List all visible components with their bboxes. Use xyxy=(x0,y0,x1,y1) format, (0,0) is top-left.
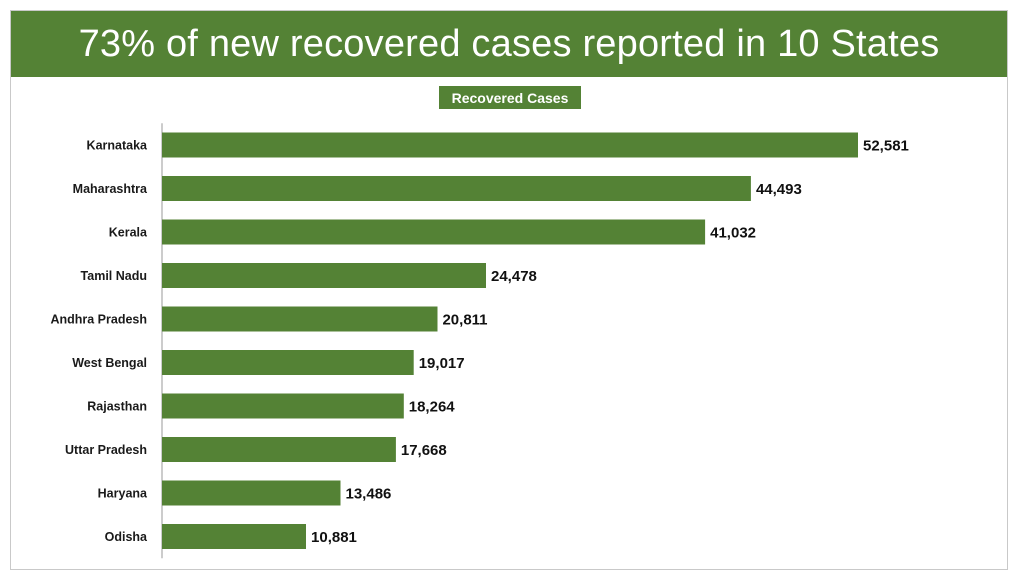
bar-row: Uttar Pradesh 17,668 xyxy=(65,437,447,462)
bar-row: Rajasthan 18,264 xyxy=(87,393,456,419)
value-label: 24,478 xyxy=(491,268,537,285)
bar xyxy=(162,132,858,158)
bar-row: Odisha 10,881 xyxy=(105,524,357,549)
category-label: Uttar Pradesh xyxy=(65,443,147,457)
legend-label: Recovered Cases xyxy=(451,89,569,106)
bar-row: Maharashtra 44,493 xyxy=(73,176,802,201)
value-label: 20,811 xyxy=(442,312,487,329)
value-label: 41,032 xyxy=(710,225,756,242)
bar-row: Tamil Nadu 24,478 xyxy=(81,263,537,288)
bar xyxy=(162,263,486,288)
category-label: Andhra Pradesh xyxy=(50,313,147,327)
bar-row: Andhra Pradesh 20,811 xyxy=(50,306,488,332)
bar-row: Haryana 13,486 xyxy=(98,480,392,506)
category-label: Maharashtra xyxy=(73,182,148,196)
bar xyxy=(162,393,404,419)
value-label: 19,017 xyxy=(419,355,465,372)
category-label: Karnataka xyxy=(87,139,148,153)
chart-title-bar: 73% of new recovered cases reported in 1… xyxy=(11,11,1007,77)
value-label: 52,581 xyxy=(863,138,909,155)
category-label: Odisha xyxy=(105,530,148,544)
value-label: 13,486 xyxy=(346,486,392,503)
category-label: Tamil Nadu xyxy=(81,269,147,283)
chart-frame: 73% of new recovered cases reported in 1… xyxy=(10,10,1008,570)
category-label: West Bengal xyxy=(72,356,147,370)
chart-title: 73% of new recovered cases reported in 1… xyxy=(78,22,940,65)
bar xyxy=(162,306,438,332)
bar-row: Karnataka 52,581 xyxy=(87,132,909,158)
bar-row: Kerala 41,032 xyxy=(109,219,756,245)
legend-badge: Recovered Cases xyxy=(439,86,581,109)
bar xyxy=(162,524,306,549)
value-label: 18,264 xyxy=(409,399,456,416)
bar-row: West Bengal 19,017 xyxy=(72,350,465,375)
bar xyxy=(162,219,706,245)
category-label: Kerala xyxy=(109,226,148,240)
bar-chart: Karnataka 52,581 Maharashtra 44,493 Kerala 41… xyxy=(50,123,909,559)
bar xyxy=(162,176,751,201)
bar xyxy=(162,437,396,462)
bars-group: Karnataka 52,581 Maharashtra 44,493 Kerala 41… xyxy=(50,132,909,549)
value-label: 44,493 xyxy=(756,181,802,198)
bar xyxy=(162,350,414,375)
category-label: Rajasthan xyxy=(87,400,147,414)
value-label: 17,668 xyxy=(401,442,447,459)
bar xyxy=(162,480,341,506)
value-label: 10,881 xyxy=(311,529,357,546)
category-label: Haryana xyxy=(98,487,148,501)
